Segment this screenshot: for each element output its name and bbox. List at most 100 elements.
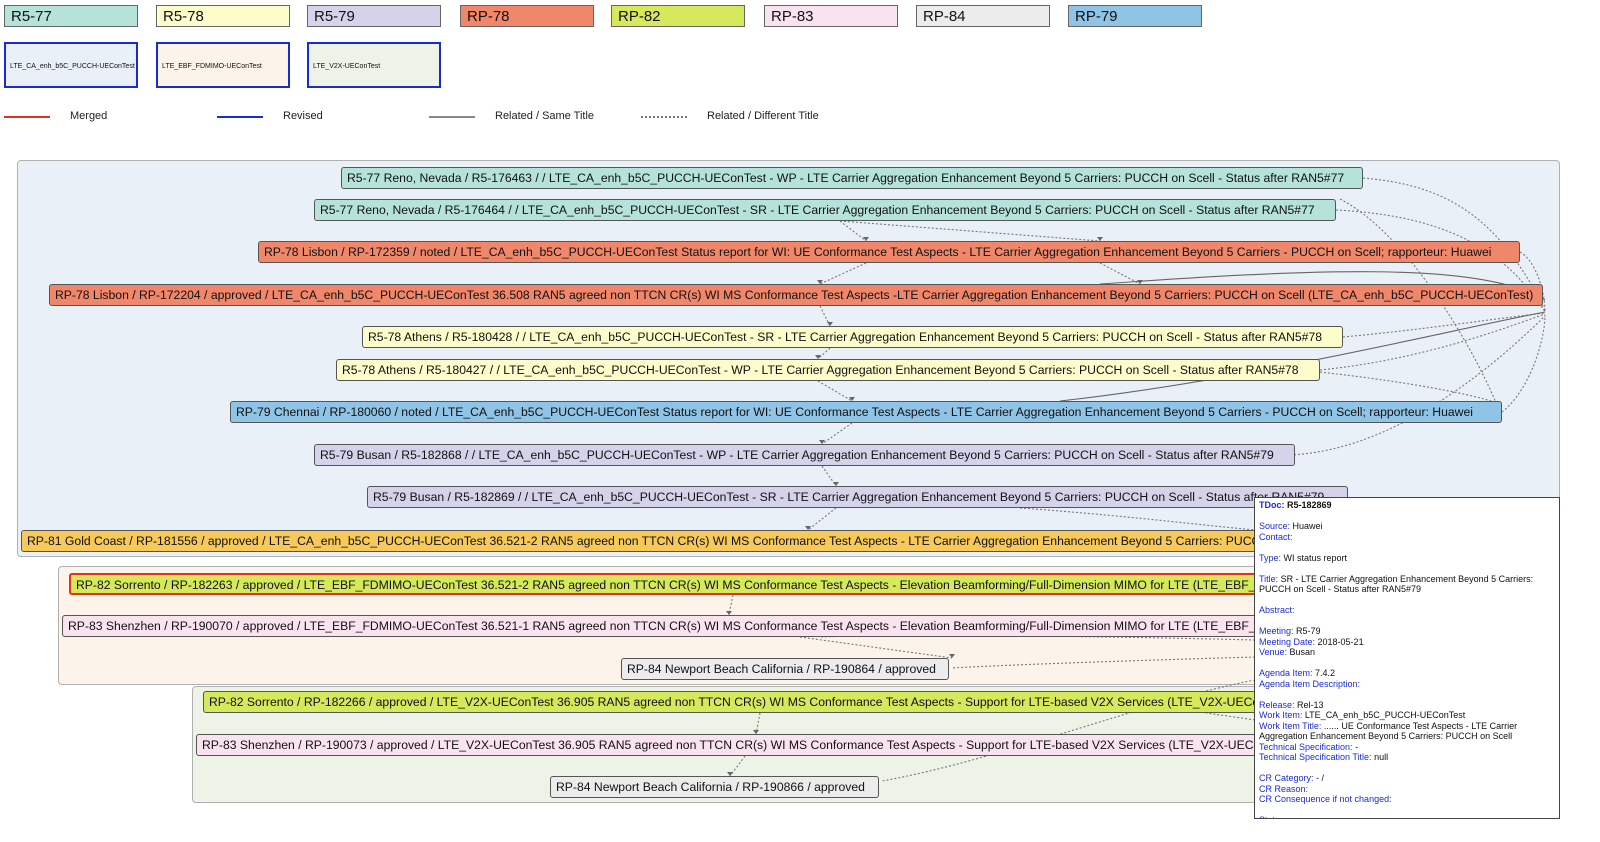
tdoc-node-n16[interactable]: RP-84 Newport Beach California / RP-1908… — [550, 776, 879, 798]
popup-gap — [1259, 763, 1555, 774]
right-edge-mid — [1299, 369, 1503, 406]
popup-row: Status: — [1259, 815, 1555, 818]
popup-key: Agenda Item Description: — [1259, 678, 1361, 689]
legend-work-item-0: LTE_CA_enh_b5C_PUCCH-UEConTest — [4, 42, 138, 88]
popup-gap — [1259, 542, 1555, 553]
popup-value: - — [1352, 741, 1359, 752]
edge-arrowhead — [827, 322, 833, 326]
vertical-edge — [807, 507, 837, 531]
popup-row: Work Item: LTE_CA_enh_b5C_PUCCH-UEConTes… — [1259, 710, 1555, 721]
edge-arrowhead — [863, 237, 869, 241]
popup-row: Venue: Busan — [1259, 647, 1555, 658]
edge-arrowhead — [815, 355, 821, 359]
popup-row: Agenda Item: 7.4.2 — [1259, 668, 1555, 679]
legend-meeting-r5-79: R5-79 — [307, 5, 441, 27]
popup-edge-3 — [1139, 701, 1256, 721]
popup-row: CR Reason: — [1259, 784, 1555, 795]
popup-value: - / — [1313, 773, 1325, 783]
popup-row: CR Category: - / — [1259, 773, 1555, 784]
legend-line-3: Related / Different Title — [641, 109, 841, 123]
popup-row: Agenda Item Description: — [1259, 679, 1555, 690]
edge-arrowhead — [805, 526, 811, 530]
popup-row: Work Item Title: ...... UE Conformance T… — [1259, 721, 1555, 742]
popup-value: Rel-13 — [1294, 699, 1324, 710]
popup-row: Source: Huawei — [1259, 521, 1555, 532]
legend-line-swatch — [217, 116, 263, 118]
tdoc-node-n15[interactable]: RP-83 Shenzhen / RP-190073 / approved / … — [196, 734, 1326, 756]
popup-key: Release: — [1259, 699, 1295, 710]
popup-key: Work Item Title: — [1259, 720, 1322, 731]
legend-meeting-r5-78: R5-78 — [156, 5, 290, 27]
popup-key: Title: — [1259, 573, 1279, 584]
popup-gap — [1259, 658, 1555, 669]
popup-key: CR Consequence if not changed: — [1259, 794, 1392, 804]
vertical-edge — [1099, 262, 1141, 285]
vertical-edge — [817, 380, 853, 402]
popup-row: Release: Rel-13 — [1259, 700, 1555, 711]
tdoc-node-n9[interactable]: R5-79 Busan / R5-182869 / / LTE_CA_enh_b… — [367, 486, 1348, 508]
popup-value: 7.4.2 — [1312, 668, 1336, 678]
tdoc-node-n13[interactable]: RP-84 Newport Beach California / RP-1908… — [621, 658, 949, 680]
popup-value: ...... UE Conformance Test Aspects - LTE… — [1259, 720, 1518, 742]
tdoc-node-n1[interactable]: R5-77 Reno, Nevada / R5-176463 / / LTE_C… — [341, 167, 1363, 189]
legend-line-2: Related / Same Title — [429, 109, 629, 123]
popup-key: Meeting: — [1259, 626, 1294, 636]
right-edge-6 — [1289, 315, 1546, 456]
vertical-edge — [799, 636, 953, 659]
right-edge-0 — [1362, 177, 1546, 311]
tdoc-node-n6[interactable]: R5-78 Athens / R5-180427 / / LTE_CA_enh_… — [336, 359, 1320, 381]
popup-gap — [1259, 595, 1555, 606]
tdoc-node-n5[interactable]: R5-78 Athens / R5-180428 / / LTE_CA_enh_… — [362, 326, 1343, 348]
popup-row: Meeting Date: 2018-05-21 — [1259, 637, 1555, 648]
popup-row: Title: SR - LTE Carrier Aggregation Enha… — [1259, 574, 1555, 595]
popup-key: Technical Specification Title: — [1259, 752, 1372, 762]
tdoc-node-n12[interactable]: RP-83 Shenzhen / RP-190070 / approved / … — [62, 615, 1332, 637]
legend-line-label: Revised — [283, 110, 323, 122]
legend-work-item-2: LTE_V2X-UEConTest — [307, 42, 441, 88]
legend-line-label: Related / Different Title — [707, 110, 819, 122]
popup-value: R5-79 — [1293, 626, 1321, 636]
popup-value: null — [1371, 752, 1389, 762]
tdoc-node-n3[interactable]: RP-78 Lisbon / RP-172359 / noted / LTE_C… — [258, 241, 1520, 263]
popup-gap — [1259, 563, 1555, 574]
tdoc-node-n7[interactable]: RP-79 Chennai / RP-180060 / noted / LTE_… — [230, 401, 1502, 423]
popup-row: TDoc: R5-182869 — [1259, 500, 1555, 511]
tdoc-node-n14[interactable]: RP-82 Sorrento / RP-182266 / approved / … — [203, 691, 1333, 713]
popup-gap — [1259, 511, 1555, 522]
popup-value: Busan — [1287, 647, 1316, 657]
edge-arrowhead — [817, 280, 823, 284]
edge-arrowhead — [753, 730, 759, 734]
tdoc-node-n2[interactable]: R5-77 Reno, Nevada / R5-176464 / / LTE_C… — [314, 199, 1336, 221]
legend-work-item-1: LTE_EBF_FDMIMO-UEConTest — [156, 42, 290, 88]
tdoc-node-n11[interactable]: RP-82 Sorrento / RP-182263 / approved / … — [69, 573, 1339, 595]
legend-line-swatch — [429, 116, 475, 118]
tdoc-node-n8[interactable]: R5-79 Busan / R5-182868 / / LTE_CA_enh_b… — [314, 444, 1295, 466]
legend-line-swatch — [641, 116, 687, 118]
tdoc-node-n4[interactable]: RP-78 Lisbon / RP-172204 / approved / LT… — [49, 284, 1543, 306]
popup-value: R5-182869 — [1284, 500, 1332, 510]
popup-key: CR Reason: — [1259, 783, 1309, 794]
tdoc-details-popup: TDoc: R5-182869 Source: Huawei Contact: Typ… — [1254, 497, 1560, 819]
popup-edge-0 — [951, 656, 1256, 669]
popup-row: CR Consequence if not changed: — [1259, 794, 1555, 805]
popup-key: Work Item: — [1259, 710, 1303, 720]
right-edge-2 — [1519, 251, 1546, 313]
popup-row: Contact: — [1259, 532, 1555, 543]
right-edge-5 — [1501, 314, 1546, 413]
edge-arrowhead — [849, 397, 855, 401]
vertical-edge — [817, 347, 831, 360]
legend-line-0: Merged — [4, 109, 204, 123]
right-edge-4 — [1319, 313, 1546, 371]
popup-key: Meeting Date: — [1259, 636, 1316, 647]
edge-arrowhead — [727, 772, 733, 776]
popup-key: Source: — [1259, 521, 1291, 531]
popup-key: Contact: — [1259, 531, 1293, 542]
legend-meeting-r5-77: R5-77 — [4, 5, 138, 27]
legend-meeting-rp-78: RP-78 — [460, 5, 594, 27]
popup-edge-4 — [1019, 507, 1256, 531]
vertical-edge — [819, 262, 867, 285]
tdoc-node-n10[interactable]: RP-81 Gold Coast / RP-181556 / approved … — [21, 530, 1321, 552]
edge-arrowhead — [819, 440, 825, 444]
edge-arrowhead — [1097, 237, 1103, 241]
